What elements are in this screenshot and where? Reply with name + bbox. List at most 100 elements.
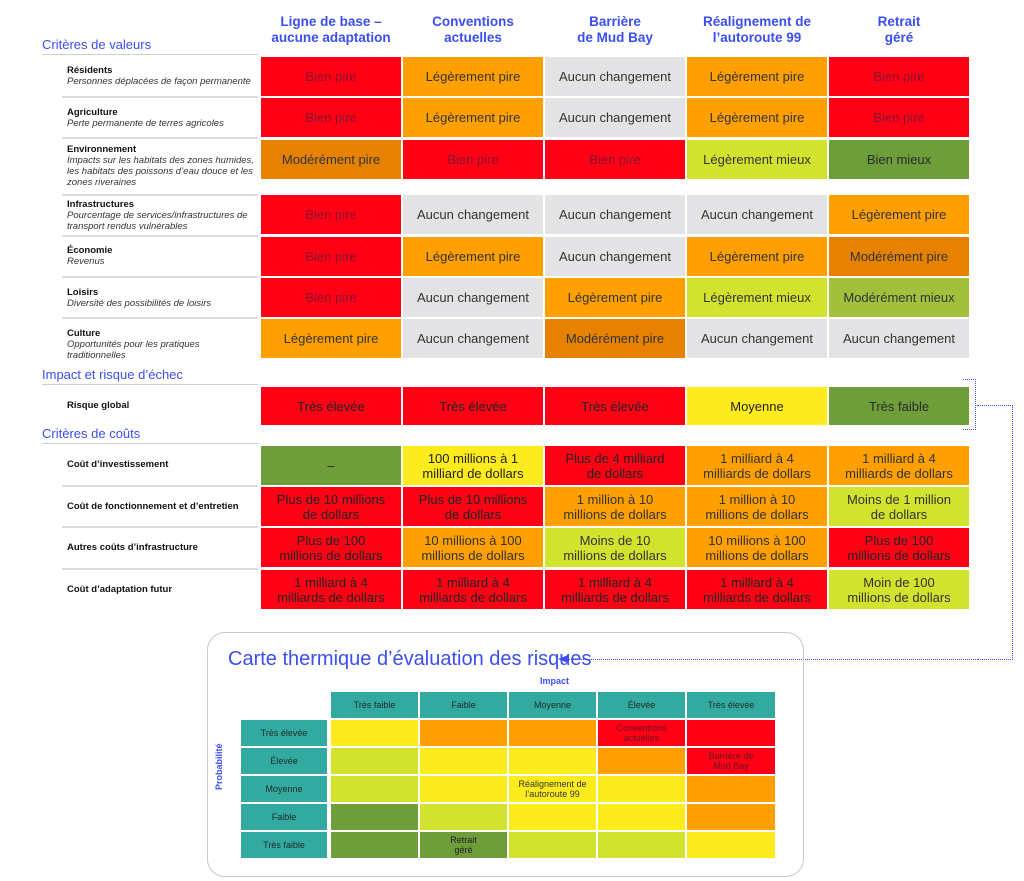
- cost-cell: –: [261, 446, 401, 485]
- impact-axis-label: Impact: [540, 676, 570, 686]
- dotted-connector-line: [568, 659, 978, 660]
- dotted-connector-line: [977, 405, 1013, 660]
- row-title: Risque global: [67, 400, 130, 411]
- cost-cell: 1 milliard à 4 milliards de dollars: [687, 446, 827, 485]
- row-label-environment: Environnement Impacts sur les habitats d…: [67, 144, 259, 188]
- row-label-investment-cost: Coût d’investissement: [67, 459, 259, 470]
- heatmap-cell: [420, 776, 507, 802]
- cost-cell: 10 millions à 100 millions de dollars: [687, 528, 827, 567]
- value-cell: Modérément pire: [829, 237, 969, 276]
- value-cell: Aucun changement: [403, 319, 543, 358]
- column-header-baseline: Ligne de base – aucune adaptation: [271, 14, 391, 45]
- divider: [62, 276, 258, 278]
- value-cell: Aucun changement: [545, 237, 685, 276]
- divider: [62, 96, 258, 98]
- cost-cell: Moins de 1 million de dollars: [829, 487, 969, 526]
- divider: [62, 235, 258, 237]
- value-cell: Bien mieux: [829, 140, 969, 179]
- value-cell: Bien pire: [829, 98, 969, 137]
- value-cell: Légèrement pire: [403, 237, 543, 276]
- impact-header: Très faible: [331, 692, 418, 718]
- cost-cell: Plus de 10 millions de dollars: [403, 487, 543, 526]
- risk-cell: Très élevée: [545, 387, 685, 425]
- row-subtitle: Opportunités pour les pratiques traditio…: [67, 339, 200, 361]
- heatmap-cell: [509, 720, 596, 746]
- row-subtitle: Personnes déplacées de façon permanente: [67, 76, 251, 87]
- value-cell: Aucun changement: [403, 278, 543, 317]
- divider: [62, 317, 258, 319]
- cost-cell: 1 milliard à 4 milliards de dollars: [687, 570, 827, 609]
- column-header-highway-99-realignment: Réalignement de l’autoroute 99: [702, 14, 812, 45]
- value-cell: Légèrement pire: [829, 195, 969, 234]
- divider: [62, 194, 258, 196]
- value-cell: Légèrement mieux: [687, 140, 827, 179]
- heatmap-cell: [331, 720, 418, 746]
- row-subtitle: Perte permanente de terres agricoles: [67, 118, 224, 129]
- row-title: Économie: [67, 245, 113, 256]
- heatmap-cell: [687, 776, 775, 802]
- row-title: Autres coûts d’infrastructure: [67, 542, 198, 553]
- cost-cell: Moin de 100 millions de dollars: [829, 570, 969, 609]
- value-cell: Modérément pire: [545, 319, 685, 358]
- value-cell: Bien pire: [261, 98, 401, 137]
- column-header-managed-retreat: Retrait géré: [877, 14, 921, 45]
- value-cell: Bien pire: [545, 140, 685, 179]
- heatmap-cell: [687, 720, 775, 746]
- impact-header: Faible: [420, 692, 507, 718]
- section-title-costs: Critères de coûts: [42, 426, 141, 441]
- row-subtitle: Revenus: [67, 256, 105, 267]
- value-cell: Bien pire: [261, 57, 401, 96]
- heatmap-panel: [207, 632, 804, 877]
- row-title: Coût de fonctionnement et d’entretien: [67, 501, 239, 512]
- section-title-values: Critères de valeurs: [42, 37, 152, 52]
- row-label-economy: Économie Revenus: [67, 245, 259, 267]
- risk-cell: Très élevée: [261, 387, 401, 425]
- divider: [62, 137, 258, 139]
- probability-header: Très faible: [241, 832, 327, 858]
- value-cell: Légèrement pire: [687, 98, 827, 137]
- row-label-agriculture: Agriculture Perte permanente de terres a…: [67, 107, 259, 129]
- cost-cell: Plus de 10 millions de dollars: [261, 487, 401, 526]
- cost-cell: 1 milliard à 4 milliards de dollars: [403, 570, 543, 609]
- impact-header: Très élevée: [687, 692, 775, 718]
- bracket-connector: [963, 379, 976, 430]
- heatmap-cell: [687, 832, 775, 858]
- row-title: Loisirs: [67, 287, 99, 298]
- heatmap-cell: Retrait géré: [420, 832, 507, 858]
- cost-cell: Plus de 100 millions de dollars: [261, 528, 401, 567]
- row-subtitle: Impacts sur les habitats des zones humid…: [67, 155, 254, 188]
- value-cell: Légèrement pire: [261, 319, 401, 358]
- value-cell: Légèrement pire: [545, 278, 685, 317]
- row-label-other-infrastructure-cost: Autres coûts d’infrastructure: [67, 542, 259, 553]
- cost-cell: Moins de 10 millions de dollars: [545, 528, 685, 567]
- row-label-leisure: Loisirs Diversité des possibilités de lo…: [67, 287, 259, 309]
- value-cell: Légèrement pire: [403, 98, 543, 137]
- cost-cell: 10 millions à 100 millions de dollars: [403, 528, 543, 567]
- value-cell: Aucun changement: [545, 57, 685, 96]
- row-label-future-adaptation-cost: Coût d’adaptation futur: [67, 584, 259, 595]
- heatmap-cell: [598, 748, 685, 774]
- heatmap-title: Carte thermique d’évaluation des risques: [228, 648, 592, 670]
- row-label-infrastructure: Infrastructures Pourcentage de services/…: [67, 199, 259, 232]
- row-title: Infrastructures: [67, 199, 135, 210]
- row-title: Culture: [67, 328, 101, 339]
- value-cell: Légèrement mieux: [687, 278, 827, 317]
- heatmap-cell: [420, 720, 507, 746]
- cost-cell: 100 millions à 1 milliard de dollars: [403, 446, 543, 485]
- heatmap-cell: [331, 804, 418, 830]
- heatmap-cell: [598, 804, 685, 830]
- column-header-mud-bay-barrier: Barrière de Mud Bay: [577, 14, 653, 45]
- impact-header: Élevée: [598, 692, 685, 718]
- heatmap-cell: [598, 832, 685, 858]
- probability-axis-label: Probabilité: [214, 743, 224, 790]
- cost-cell: 1 milliard à 4 milliards de dollars: [829, 446, 969, 485]
- divider: [42, 54, 258, 55]
- risk-cell: Très élevée: [403, 387, 543, 425]
- value-cell: Bien pire: [261, 195, 401, 234]
- column-header-current-conventions: Conventions actuelles: [432, 14, 514, 45]
- heatmap-cell: [509, 804, 596, 830]
- heatmap-cell: [509, 832, 596, 858]
- row-label-global-risk: Risque global: [67, 400, 259, 411]
- value-cell: Modérément pire: [261, 140, 401, 179]
- heatmap-cell: [420, 748, 507, 774]
